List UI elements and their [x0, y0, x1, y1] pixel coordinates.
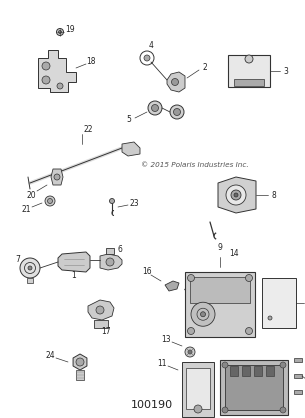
Circle shape — [222, 362, 228, 368]
Circle shape — [280, 407, 286, 413]
Circle shape — [200, 312, 206, 317]
Circle shape — [246, 327, 253, 334]
Circle shape — [54, 174, 60, 180]
Bar — [294, 390, 302, 394]
Bar — [190, 277, 250, 303]
Text: 17: 17 — [101, 327, 111, 336]
Text: 6: 6 — [117, 245, 122, 255]
Text: 9: 9 — [217, 244, 222, 252]
Circle shape — [194, 405, 202, 413]
Bar — [225, 365, 283, 410]
Circle shape — [56, 28, 63, 36]
Text: 14: 14 — [229, 250, 239, 258]
Circle shape — [20, 258, 40, 278]
Text: 11: 11 — [157, 359, 167, 369]
Text: 16: 16 — [142, 267, 152, 275]
Circle shape — [42, 76, 50, 84]
Bar — [76, 370, 84, 380]
Text: 1: 1 — [72, 272, 76, 280]
Circle shape — [148, 101, 162, 115]
Text: 8: 8 — [272, 191, 276, 199]
Polygon shape — [218, 177, 256, 213]
Polygon shape — [73, 354, 87, 370]
Circle shape — [234, 193, 238, 197]
Polygon shape — [165, 281, 179, 291]
Bar — [106, 248, 114, 254]
Circle shape — [57, 83, 63, 89]
Text: 24: 24 — [45, 352, 55, 360]
Text: 20: 20 — [26, 191, 36, 199]
Circle shape — [28, 266, 32, 270]
Polygon shape — [167, 72, 185, 92]
Circle shape — [231, 190, 241, 200]
Circle shape — [245, 55, 253, 63]
Bar — [234, 79, 264, 86]
Bar — [228, 55, 270, 87]
Circle shape — [170, 105, 184, 119]
Circle shape — [268, 316, 272, 320]
Text: 3: 3 — [284, 66, 289, 76]
Circle shape — [222, 407, 228, 413]
Polygon shape — [51, 169, 63, 185]
Circle shape — [144, 55, 150, 61]
Text: 18: 18 — [86, 58, 96, 66]
Circle shape — [42, 62, 50, 70]
Circle shape — [96, 306, 104, 314]
Circle shape — [188, 275, 195, 281]
Circle shape — [109, 199, 114, 204]
Polygon shape — [88, 300, 114, 320]
Polygon shape — [58, 252, 90, 272]
Polygon shape — [100, 254, 122, 270]
Bar — [186, 368, 210, 409]
Polygon shape — [38, 50, 76, 92]
Polygon shape — [122, 142, 140, 156]
Text: 23: 23 — [129, 199, 139, 207]
Circle shape — [188, 327, 195, 334]
Text: 22: 22 — [83, 125, 93, 135]
Text: 7: 7 — [16, 255, 20, 265]
Circle shape — [191, 302, 215, 326]
Bar — [242, 366, 250, 376]
Circle shape — [188, 350, 192, 354]
Bar — [182, 362, 214, 417]
Circle shape — [106, 258, 114, 266]
Circle shape — [185, 347, 195, 357]
Bar — [185, 272, 255, 337]
Bar — [266, 366, 274, 376]
Circle shape — [152, 104, 159, 112]
Bar — [294, 358, 302, 362]
Bar — [220, 360, 288, 415]
Bar — [94, 320, 108, 328]
Bar — [230, 366, 238, 376]
Text: 4: 4 — [149, 41, 153, 51]
Text: 5: 5 — [127, 115, 131, 125]
Circle shape — [171, 79, 178, 86]
Circle shape — [280, 362, 286, 368]
Circle shape — [76, 358, 84, 366]
Circle shape — [246, 275, 253, 281]
Text: 13: 13 — [161, 336, 171, 344]
Text: 100190: 100190 — [131, 400, 173, 410]
Bar — [254, 366, 262, 376]
Circle shape — [174, 109, 181, 115]
Text: © 2015 Polaris Industries Inc.: © 2015 Polaris Industries Inc. — [141, 162, 249, 168]
Bar — [262, 278, 296, 328]
Bar — [294, 374, 302, 378]
Text: 2: 2 — [203, 63, 207, 71]
Bar — [27, 278, 33, 283]
Circle shape — [59, 31, 62, 33]
Text: 19: 19 — [65, 25, 75, 35]
Text: 21: 21 — [21, 204, 31, 214]
Circle shape — [226, 185, 246, 205]
Circle shape — [48, 199, 52, 204]
Circle shape — [45, 196, 55, 206]
